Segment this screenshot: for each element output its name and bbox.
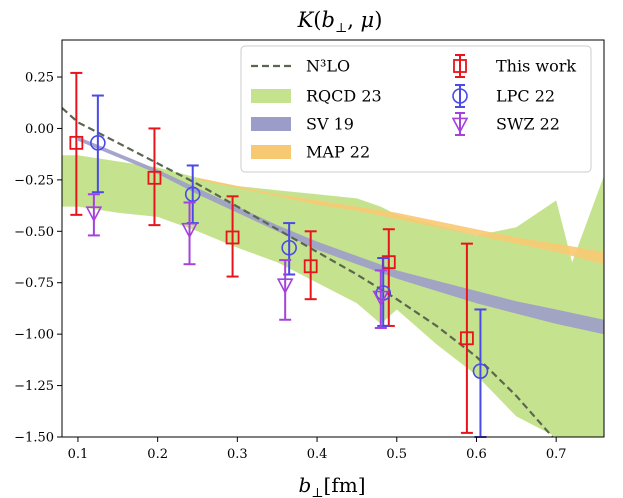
this_work-marker (460, 331, 474, 346)
x-axis-title: b⊥[fm] (298, 473, 365, 498)
y-tick-label: 0.00 (25, 122, 54, 137)
x-tick-label: 0.1 (68, 447, 89, 462)
n3lo-line (62, 107, 555, 437)
legend-swatch (251, 145, 291, 159)
swz22-point (181, 201, 198, 266)
ticks-layer: 0.1 0.2 0.3 0.4 0.5 0.6 0.7 0.25 0.00 −0.25 −0.50 −… (14, 71, 566, 462)
legend-item-swz22: SWZ 22 (451, 112, 560, 136)
y-tick-label: −1.50 (14, 431, 54, 446)
legend-swatch-marker (451, 117, 469, 134)
legend-label-n3lo: N³LO (306, 57, 350, 76)
legend-items: N³LO RQCD 23 SV 19 MAP 22 This work LPC 22 SWZ… (251, 54, 576, 162)
points-layer (69, 71, 489, 438)
legend-label-map22: MAP 22 (306, 143, 370, 162)
y-tick-label: −0.25 (14, 173, 54, 188)
chart-title: K(b⊥, μ) (297, 8, 383, 36)
legend-item-sv19: SV 19 (251, 115, 354, 134)
this_work-point (69, 71, 84, 216)
swz22-marker (181, 222, 198, 239)
this_work-point (225, 195, 240, 278)
legend-swatch-marker (453, 59, 467, 73)
this_work-marker (69, 135, 84, 150)
legend-swatch-marker (452, 88, 468, 104)
x-tick-label: 0.2 (147, 447, 168, 462)
legend-label-this_work: This work (496, 57, 576, 76)
y-tick-label: −0.75 (14, 276, 54, 291)
swz22-marker (85, 206, 103, 223)
this_work-point (460, 242, 474, 434)
legend-label-swz22: SWZ 22 (496, 115, 560, 134)
legend-item-lpc22: LPC 22 (452, 84, 555, 108)
lpc22-marker (184, 186, 201, 203)
swz22-point (276, 259, 294, 321)
map22-band (197, 177, 604, 265)
lpc22-point (90, 94, 106, 194)
y-tick-label: −1.00 (14, 328, 54, 343)
x-tick-label: 0.5 (386, 447, 407, 462)
swz22-point (372, 269, 390, 329)
lpc22-marker (281, 239, 297, 256)
swz22-point (85, 193, 103, 237)
this_work-marker (303, 259, 318, 274)
legend-item-rqcd: RQCD 23 (251, 87, 382, 106)
legend-box (240, 45, 592, 173)
lpc22-marker (472, 363, 489, 379)
x-tick-label: 0.4 (307, 447, 328, 462)
lpc22-point (281, 222, 297, 276)
legend-item-this_work: This work (453, 54, 576, 78)
legend-label-lpc22: LPC 22 (496, 87, 555, 106)
this_work-marker (225, 230, 240, 245)
y-tick-label: −1.25 (14, 379, 54, 394)
swz22-marker (276, 278, 294, 295)
legend-swatch (251, 89, 291, 103)
swz22-marker (372, 290, 390, 307)
y-tick-label: 0.25 (25, 71, 54, 86)
x-tick-label: 0.6 (466, 447, 487, 462)
this_work-point (147, 127, 162, 227)
legend-swatch (251, 117, 291, 131)
legend-label-sv19: SV 19 (306, 115, 354, 134)
plot-frame (61, 39, 605, 438)
legend-label-rqcd: RQCD 23 (306, 87, 382, 106)
legend-item-n3lo: N³LO (251, 57, 350, 76)
lpc22-marker (90, 135, 106, 151)
legend-item-map22: MAP 22 (251, 143, 370, 162)
x-tick-label: 0.7 (546, 447, 567, 462)
y-tick-label: −0.50 (14, 225, 54, 240)
this_work-marker (147, 170, 162, 185)
sv19-band (77, 136, 604, 335)
lines-layer (62, 107, 555, 437)
x-tick-label: 0.3 (227, 447, 248, 462)
legend: N³LO RQCD 23 SV 19 MAP 22 This work LPC 22 SWZ… (240, 45, 592, 173)
this_work-point (303, 230, 318, 301)
rqcd-band (62, 155, 604, 437)
bands-layer (62, 136, 604, 437)
